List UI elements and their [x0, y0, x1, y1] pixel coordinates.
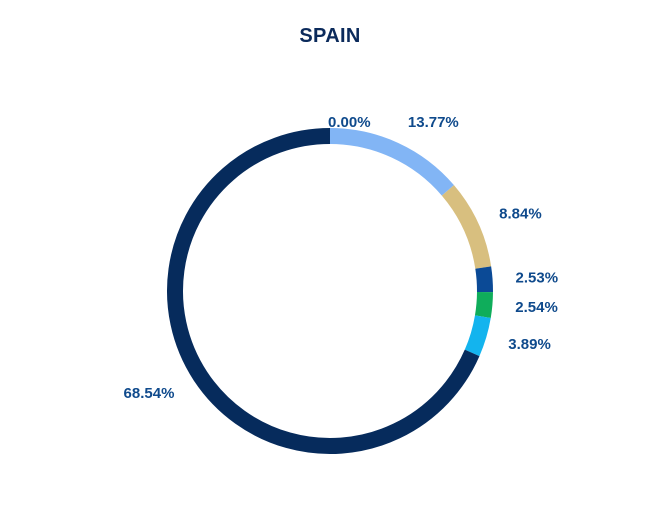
slice-value-label: 0.00% [328, 114, 371, 131]
slice-value-label: 13.77% [408, 114, 459, 131]
donut-slice [441, 185, 492, 269]
slice-value-label: 8.84% [499, 206, 542, 223]
donut-slice [329, 128, 454, 196]
slice-value-label: 2.54% [515, 299, 558, 316]
donut-slices [167, 128, 493, 454]
donut-labels: 0.00% 13.77% 8.84% 2.53% 2.54% 3.89% 68.54% [124, 114, 559, 402]
slice-value-label: 2.53% [516, 270, 559, 287]
slice-value-label: 3.89% [508, 336, 551, 353]
donut-slice [464, 315, 491, 357]
chart-title: SPAIN [299, 25, 361, 47]
donut-slice [474, 291, 493, 319]
donut-slice [475, 266, 493, 293]
slice-value-label: 68.54% [124, 385, 175, 402]
donut-slice [167, 128, 480, 454]
